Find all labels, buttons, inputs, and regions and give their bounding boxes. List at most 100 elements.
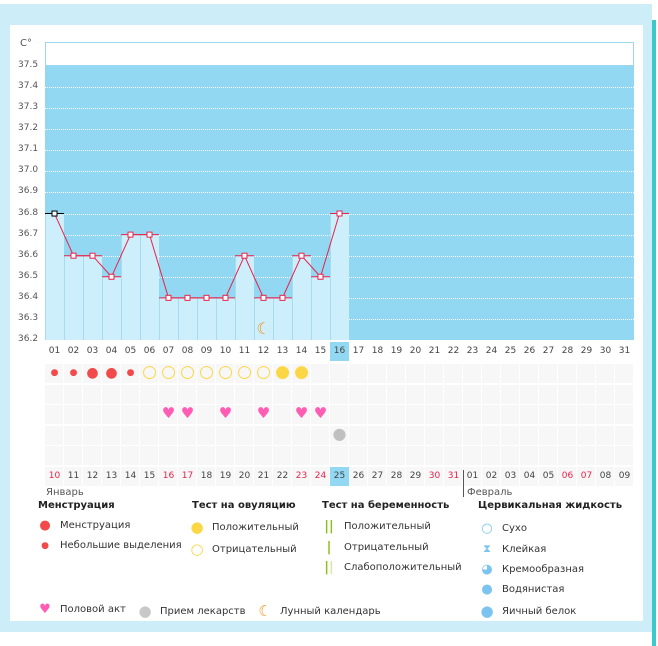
grid-cell [368, 384, 386, 404]
unit-label: C° [20, 38, 32, 49]
date-label[interactable]: 02 [485, 471, 498, 481]
temperature-bar [254, 297, 273, 340]
temperature-point[interactable] [203, 294, 210, 301]
date-label[interactable]: 15 [143, 471, 156, 481]
cycle-day-label[interactable]: 31 [618, 346, 631, 356]
temperature-point[interactable] [51, 210, 58, 217]
cycle-day-label[interactable]: 22 [447, 346, 460, 356]
grid-cell [216, 446, 234, 465]
cycle-day-label[interactable]: 24 [485, 346, 498, 356]
cycle-day-label[interactable]: 07 [162, 346, 175, 356]
date-label[interactable]: 17 [181, 471, 194, 481]
cycle-day-label[interactable]: 15 [314, 346, 327, 356]
grid-cell [444, 405, 462, 424]
date-label[interactable]: 12 [86, 471, 99, 481]
temperature-point[interactable] [184, 294, 191, 301]
temperature-point[interactable] [127, 231, 134, 238]
cycle-day-label[interactable]: 03 [86, 346, 99, 356]
cycle-day-label[interactable]: 19 [390, 346, 403, 356]
temperature-point[interactable] [222, 294, 229, 301]
temperature-point[interactable] [279, 294, 286, 301]
date-label[interactable]: 21 [257, 471, 270, 481]
temperature-point[interactable] [70, 252, 77, 259]
date-label[interactable]: 01 [466, 471, 479, 481]
temperature-point[interactable] [260, 294, 267, 301]
cycle-day-label[interactable]: 11 [238, 346, 251, 356]
cycle-day-label[interactable]: 06 [143, 346, 156, 356]
cycle-day-label[interactable]: 05 [124, 346, 137, 356]
circle-outline-icon: ○ [190, 540, 204, 558]
date-label[interactable]: 13 [105, 471, 118, 481]
cycle-day-label[interactable]: 23 [466, 346, 479, 356]
legend-item: | Отрицательный [322, 540, 429, 555]
cycle-day-label[interactable]: 16 [330, 342, 349, 361]
legend-item: ◕ Кремообразная [480, 562, 584, 577]
date-label[interactable]: 14 [124, 471, 137, 481]
cycle-day-label[interactable]: 14 [295, 346, 308, 356]
date-label[interactable]: 05 [542, 471, 555, 481]
cycle-day-label[interactable]: 21 [428, 346, 441, 356]
temperature-point[interactable] [108, 273, 115, 280]
date-label[interactable]: 31 [447, 471, 460, 481]
date-label[interactable]: 16 [162, 471, 175, 481]
date-label[interactable]: 23 [295, 471, 308, 481]
cycle-day-label[interactable]: 08 [181, 346, 194, 356]
date-label[interactable]: 24 [314, 471, 327, 481]
temperature-point[interactable] [241, 252, 248, 259]
legend-item: ● Менструация [38, 518, 130, 533]
temperature-point[interactable] [165, 294, 172, 301]
temperature-point[interactable] [298, 252, 305, 259]
grid-cell [102, 466, 120, 486]
date-label[interactable]: 18 [200, 471, 213, 481]
date-label[interactable]: 04 [523, 471, 536, 481]
ovulation-negative-icon: ○ [218, 362, 233, 382]
date-label[interactable]: 28 [390, 471, 403, 481]
date-label[interactable]: 08 [599, 471, 612, 481]
date-label[interactable]: 20 [238, 471, 251, 481]
date-label[interactable]: 11 [67, 471, 80, 481]
grid-cell [387, 405, 405, 424]
grid-cell [159, 466, 177, 486]
date-label[interactable]: 30 [428, 471, 441, 481]
temperature-point[interactable] [89, 252, 96, 259]
date-label[interactable]: 07 [580, 471, 593, 481]
date-label[interactable]: 25 [330, 467, 349, 486]
cycle-day-label[interactable]: 04 [105, 346, 118, 356]
gridline [45, 108, 634, 110]
cycle-day-label[interactable]: 20 [409, 346, 422, 356]
cycle-day-label[interactable]: 10 [219, 346, 232, 356]
cycle-day-label[interactable]: 30 [599, 346, 612, 356]
cycle-day-label[interactable]: 17 [352, 346, 365, 356]
drop-icon: ● [126, 368, 135, 378]
date-label[interactable]: 26 [352, 471, 365, 481]
temperature-point[interactable] [146, 231, 153, 238]
date-label[interactable]: 19 [219, 471, 232, 481]
cycle-day-label[interactable]: 12 [257, 346, 270, 356]
grid-cell [387, 364, 405, 383]
cycle-day-label[interactable]: 26 [523, 346, 536, 356]
grid-cell [83, 446, 101, 465]
date-label[interactable]: 03 [504, 471, 517, 481]
cycle-day-label[interactable]: 27 [542, 346, 555, 356]
temperature-point[interactable] [317, 273, 324, 280]
date-label[interactable]: 22 [276, 471, 289, 481]
cycle-day-label[interactable]: 13 [276, 346, 289, 356]
legend-label: Сухо [502, 523, 527, 534]
date-label[interactable]: 09 [618, 471, 631, 481]
cycle-day-label[interactable]: 29 [580, 346, 593, 356]
temperature-point[interactable] [336, 210, 343, 217]
grid-cell [102, 446, 120, 465]
scrollbar[interactable] [652, 20, 656, 646]
cycle-day-label[interactable]: 28 [561, 346, 574, 356]
date-label[interactable]: 27 [371, 471, 384, 481]
cycle-day-label[interactable]: 02 [67, 346, 80, 356]
cycle-day-label[interactable]: 25 [504, 346, 517, 356]
date-label[interactable]: 06 [561, 471, 574, 481]
cycle-day-label[interactable]: 09 [200, 346, 213, 356]
date-label[interactable]: 10 [48, 471, 61, 481]
cycle-day-label[interactable]: 18 [371, 346, 384, 356]
temperature-bar [140, 234, 159, 340]
cycle-day-label[interactable]: 01 [48, 346, 61, 356]
date-label[interactable]: 29 [409, 471, 422, 481]
legend-item: ☾ Лунный календарь [258, 602, 380, 620]
